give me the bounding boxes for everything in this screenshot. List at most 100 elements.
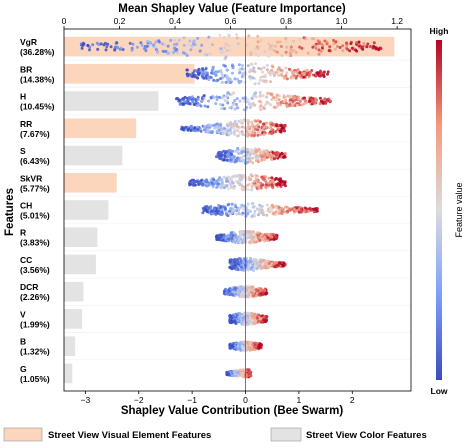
swarm-point [258, 78, 262, 82]
swarm-point [263, 265, 267, 269]
swarm-point [215, 234, 219, 238]
bottom-tick-label: 1 [297, 395, 302, 405]
swarm-s [214, 146, 287, 165]
swarm-point [251, 76, 255, 80]
swarm-point [223, 36, 226, 40]
swarm-point [196, 97, 200, 101]
swarm-point [144, 49, 148, 53]
swarm-point [246, 97, 250, 101]
swarm-point [285, 45, 289, 49]
swarm-point [207, 78, 211, 81]
swarm-point [258, 264, 262, 268]
swarm-point [333, 47, 337, 51]
swarm-point [215, 130, 219, 133]
swarm-point [237, 151, 240, 155]
swarm-point [278, 40, 282, 44]
swarm-point [231, 344, 235, 348]
swarm-point [304, 37, 308, 41]
swarm-point [196, 125, 200, 129]
swarm-point [297, 210, 301, 214]
swarm-point [279, 100, 283, 104]
swarm-point [239, 259, 243, 263]
colorbar [436, 40, 442, 380]
swarm-point [283, 180, 286, 184]
top-tick-label: 0.4 [169, 16, 181, 26]
swarm-point [145, 44, 149, 48]
swarm-point [215, 122, 219, 126]
swarm-point [205, 184, 209, 188]
swarm-point [248, 314, 252, 318]
swarm-point [157, 40, 161, 44]
swarm-point [270, 157, 274, 161]
swarm-point [232, 314, 236, 318]
swarm-point [268, 73, 272, 77]
swarm-point [249, 50, 253, 54]
swarm-point [252, 345, 256, 349]
swarm-point [240, 150, 244, 154]
bottom-tick-label: −2 [134, 395, 144, 405]
swarm-point [258, 156, 261, 160]
swarm-point [283, 152, 287, 156]
swarm-point [237, 317, 241, 321]
swarm-r [214, 229, 279, 245]
swarm-point [306, 51, 310, 55]
swarm-point [196, 76, 200, 80]
importance-bar-cc [64, 254, 96, 275]
swarm-point [228, 346, 232, 350]
swarm-point [308, 206, 312, 210]
swarm-point [276, 40, 280, 44]
swarm-point [269, 80, 272, 84]
swarm-point [258, 260, 262, 264]
swarm-point [242, 266, 246, 270]
swarm-point [210, 181, 214, 185]
swarm-point [266, 236, 270, 240]
swarm-point [240, 130, 244, 134]
swarm-point [235, 209, 239, 213]
swarm-point [182, 51, 185, 55]
swarm-point [260, 288, 264, 292]
swarm-point [303, 99, 307, 103]
top-tick-label: 1.2 [391, 16, 403, 26]
swarm-point [233, 263, 237, 267]
swarm-point [246, 188, 250, 192]
swarm-point [323, 39, 327, 43]
swarm-point [209, 205, 213, 209]
swarm-point [154, 40, 158, 44]
swarm-point [262, 66, 266, 69]
swarm-point [315, 71, 319, 75]
swarm-point [280, 152, 284, 156]
swarm-point [239, 285, 243, 289]
swarm-point [341, 44, 345, 48]
swarm-point [191, 74, 195, 78]
swarm-point [286, 209, 290, 213]
feature-pct-b: (1.32%) [20, 347, 50, 357]
swarm-point [238, 130, 242, 134]
swarm-point [291, 102, 295, 106]
swarm-point [218, 157, 222, 161]
swarm-point [247, 124, 250, 128]
swarm-point [256, 40, 260, 44]
swarm-point [274, 70, 278, 74]
swarm-point [229, 123, 233, 127]
swarm-point [186, 101, 190, 105]
swarm-point [250, 185, 254, 188]
feature-name-r: R [20, 228, 26, 238]
swarm-point [261, 94, 265, 97]
swarm-point [260, 159, 264, 162]
swarm-point [334, 40, 338, 44]
swarm-point [246, 209, 250, 213]
swarm-point [222, 289, 226, 293]
swarm-point [212, 96, 216, 100]
swarm-point [268, 180, 272, 184]
feature-name-cc: CC [20, 255, 32, 265]
swarm-point [277, 98, 281, 102]
swarm-point [253, 47, 257, 51]
swarm-point [166, 51, 170, 55]
swarm-point [251, 127, 255, 131]
swarm-point [222, 186, 226, 190]
swarm-point [271, 65, 275, 69]
swarm-point [256, 128, 259, 132]
swarm-point [229, 126, 233, 130]
swarm-point [211, 123, 215, 127]
swarm-point [216, 212, 220, 215]
